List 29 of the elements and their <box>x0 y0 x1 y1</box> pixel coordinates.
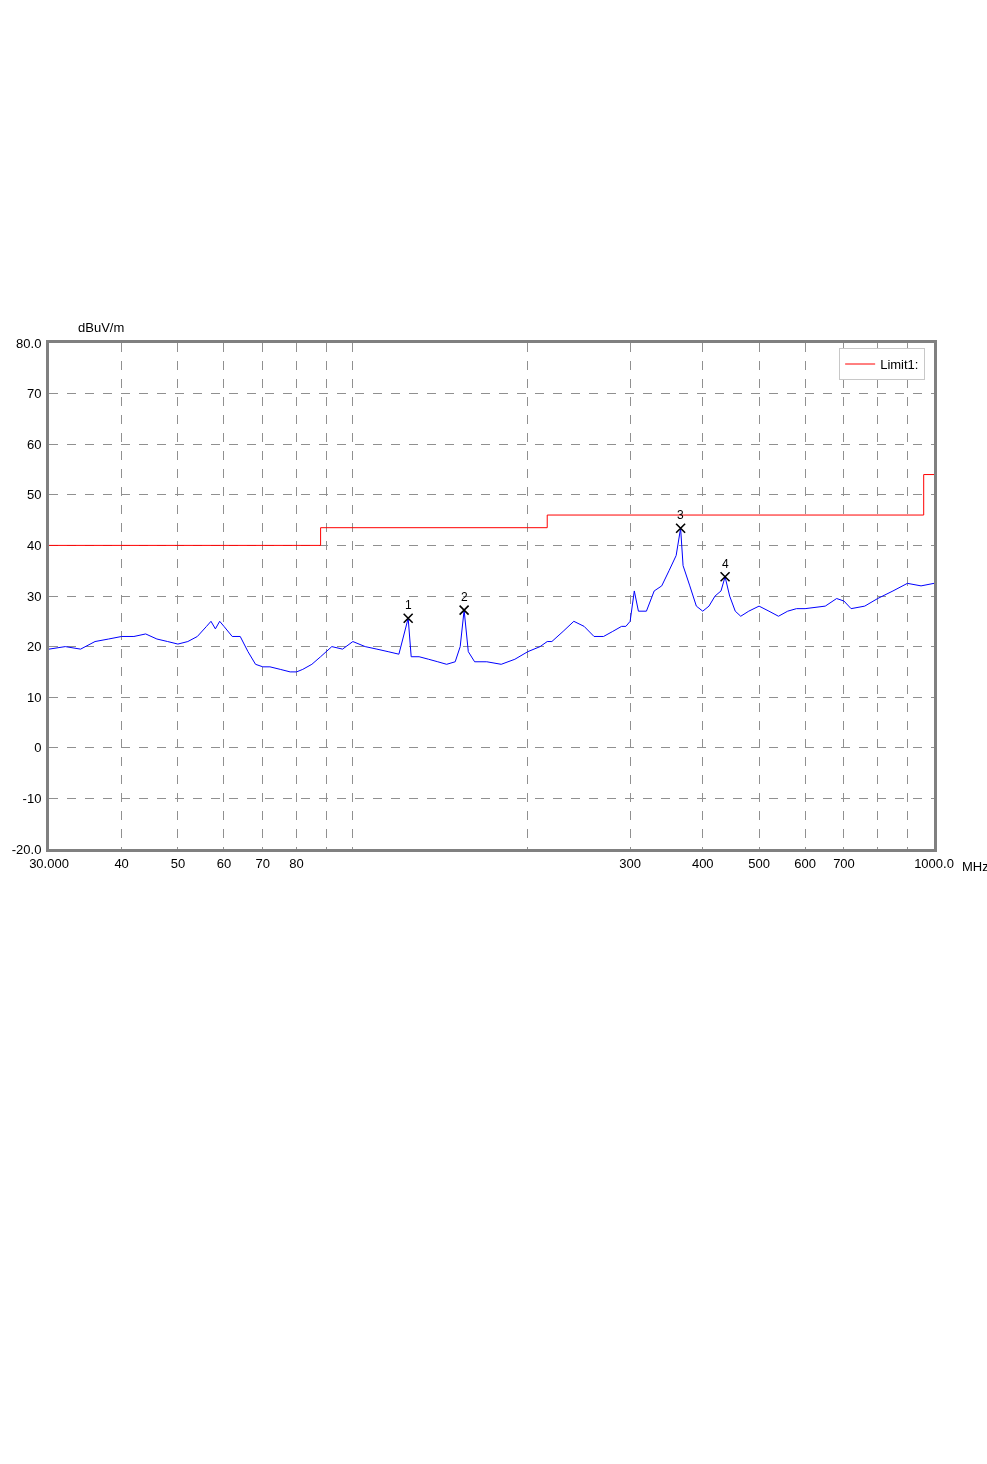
annotation: 2 <box>461 590 468 604</box>
y-tick-label: -10 <box>22 790 42 806</box>
x-tick-label: 1000.0 <box>914 855 954 871</box>
x-tick-label: 70 <box>255 855 271 871</box>
x-tick-label: 400 <box>691 855 714 871</box>
x-tick-label: 700 <box>833 855 855 871</box>
x-tick-label: 600 <box>794 855 816 871</box>
y-tick-label: 80.0 <box>16 335 42 351</box>
x-tick-label: 50 <box>170 855 186 871</box>
y-tick-label: 20 <box>26 639 42 655</box>
x-tick-label: 60 <box>216 855 232 871</box>
annotation: 3 <box>677 508 684 522</box>
y-tick-label: 30 <box>26 588 42 604</box>
y-tick-label: 10 <box>26 689 42 705</box>
y-tick-label: -20.0 <box>11 841 42 857</box>
y-tick-label: 40 <box>26 537 42 553</box>
x-tick-label: 300 <box>619 855 641 871</box>
x-tick-label: 80 <box>289 855 304 871</box>
x-tick-label: 500 <box>748 855 770 871</box>
y-axis-title: dBuV/m <box>78 320 125 335</box>
x-tick-label: 40 <box>114 855 129 871</box>
y-tick-label: 50 <box>26 487 42 503</box>
y-tick-label: 60 <box>26 436 42 452</box>
annotation: 1 <box>405 598 412 612</box>
x-tick-label: 30.000 <box>29 855 69 871</box>
y-tick-label: 0 <box>34 740 42 756</box>
annotation: 4 <box>722 557 729 571</box>
y-tick-label: 70 <box>26 386 42 402</box>
legend-label: Limit1: <box>880 357 919 373</box>
